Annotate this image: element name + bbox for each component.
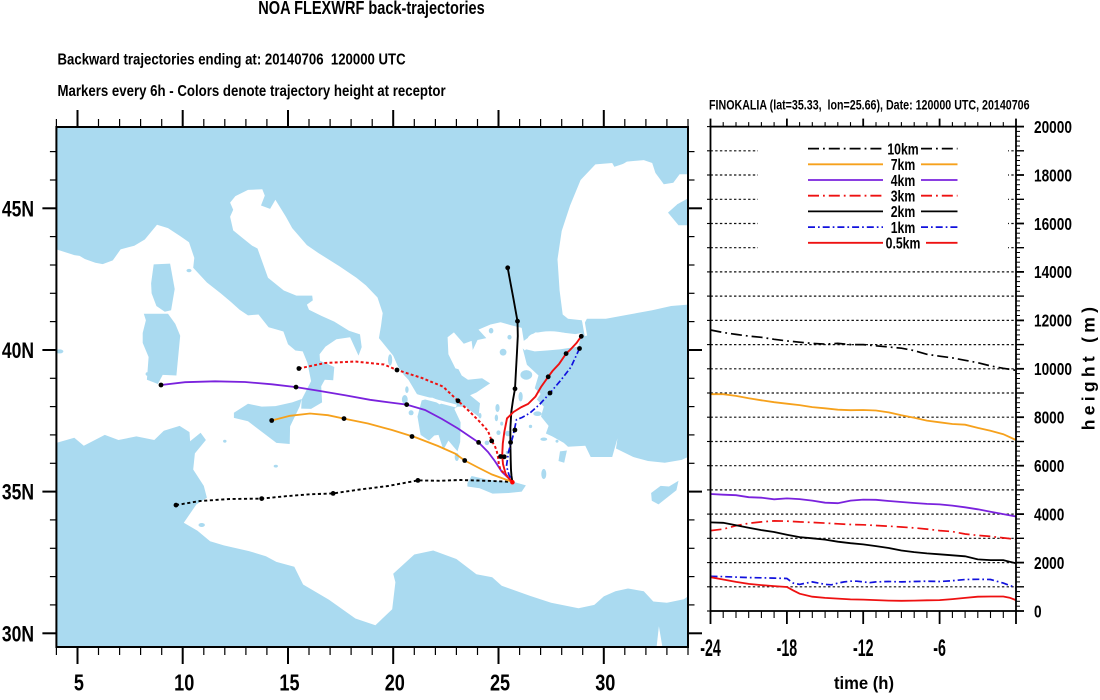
svg-text:4km: 4km: [891, 172, 915, 190]
svg-text:-24: -24: [700, 635, 721, 662]
svg-text:35N: 35N: [2, 481, 34, 506]
svg-text:45N: 45N: [2, 197, 34, 222]
svg-text:3km: 3km: [891, 188, 915, 206]
svg-text:20: 20: [385, 670, 405, 696]
svg-text:25: 25: [490, 670, 510, 696]
svg-text:0.5km: 0.5km: [886, 235, 921, 253]
svg-text:Backward trajectories ending a: Backward trajectories ending at: 2014070…: [58, 51, 407, 68]
svg-text:2000: 2000: [1034, 554, 1065, 573]
svg-text:10000: 10000: [1034, 361, 1072, 380]
svg-text:-12: -12: [853, 635, 874, 662]
svg-text:15: 15: [279, 670, 299, 696]
svg-text:-18: -18: [777, 635, 798, 662]
svg-text:30: 30: [595, 670, 615, 696]
svg-text:30N: 30N: [2, 622, 34, 647]
svg-text:7km: 7km: [891, 157, 915, 175]
svg-text:10km: 10km: [887, 141, 918, 159]
svg-text:Markers every 6h - Colors deno: Markers every 6h - Colors denote traject…: [58, 83, 446, 100]
svg-text:16000: 16000: [1034, 215, 1072, 234]
svg-text:6000: 6000: [1034, 457, 1065, 476]
svg-text:NOA FLEXWRF back-trajectories: NOA FLEXWRF back-trajectories: [258, 0, 484, 18]
svg-text:time (h): time (h): [834, 674, 894, 693]
svg-text:-6: -6: [933, 635, 946, 662]
svg-text:10: 10: [174, 670, 194, 696]
svg-text:12000: 12000: [1034, 312, 1072, 331]
svg-text:14000: 14000: [1034, 264, 1072, 283]
svg-text:FINOKALIA (lat=35.33, lon=25.: FINOKALIA (lat=35.33, lon=25.66), Date: …: [709, 97, 1030, 113]
svg-text:5: 5: [74, 670, 84, 696]
svg-text:20000: 20000: [1034, 118, 1072, 137]
svg-text:40N: 40N: [2, 339, 34, 364]
svg-text:height (m): height (m): [1079, 303, 1099, 431]
svg-text:1km: 1km: [891, 219, 915, 237]
svg-text:2km: 2km: [891, 204, 915, 222]
svg-text:18000: 18000: [1034, 167, 1072, 186]
svg-text:4000: 4000: [1034, 506, 1065, 525]
svg-text:0: 0: [1034, 603, 1042, 622]
svg-text:8000: 8000: [1034, 409, 1065, 428]
